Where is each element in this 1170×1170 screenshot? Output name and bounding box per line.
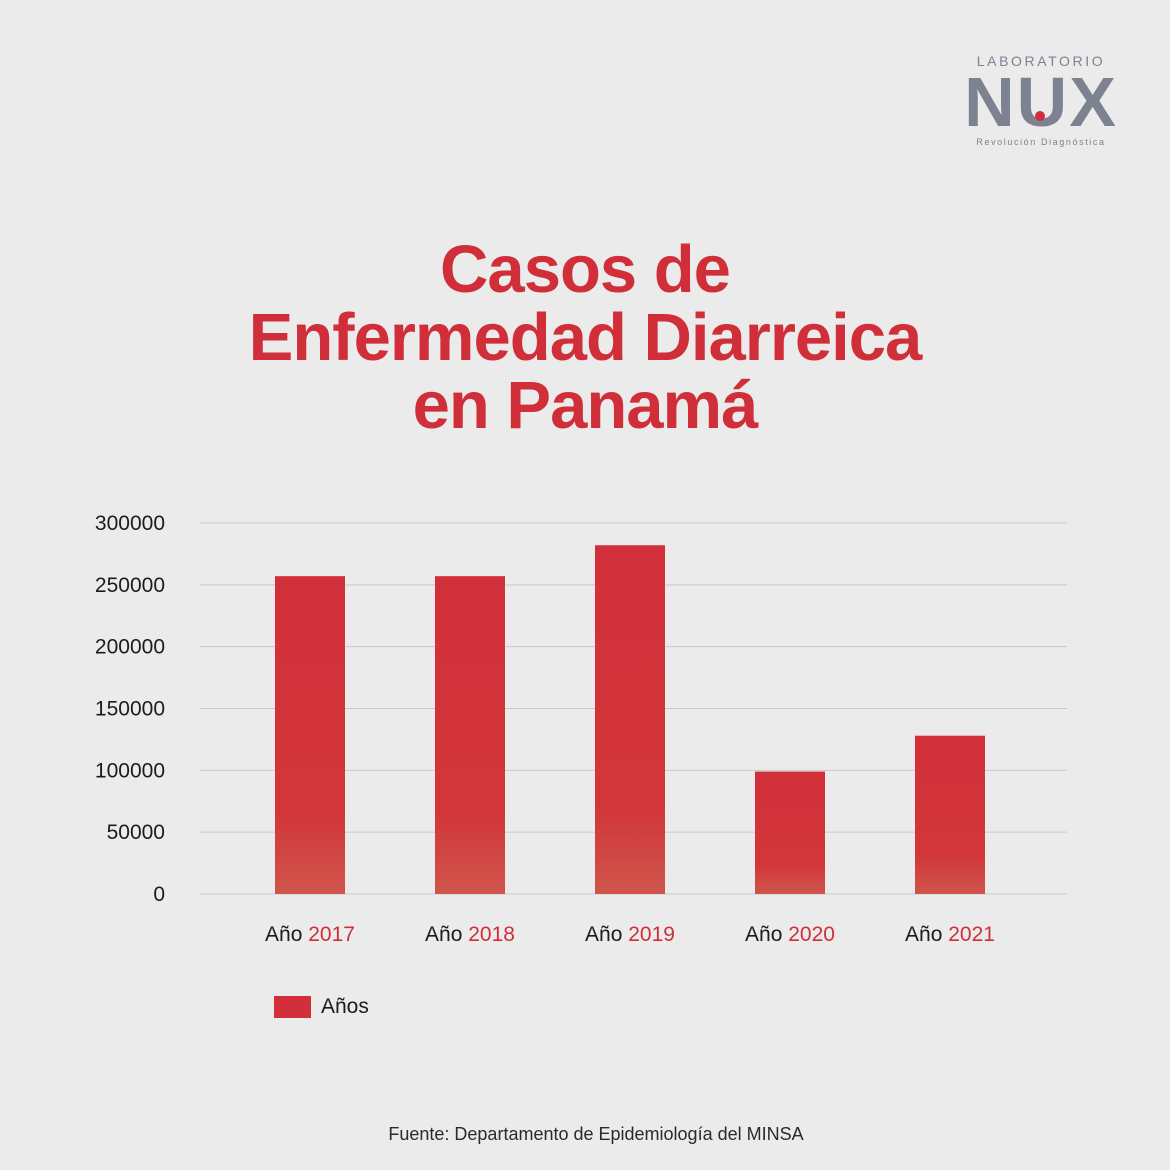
x-tick-label: Año 2019 bbox=[585, 923, 675, 946]
title-line-1: Casos de bbox=[440, 232, 731, 307]
x-tick-year: 2018 bbox=[468, 923, 515, 946]
title-line-2: Enfermedad Diarreica bbox=[248, 300, 923, 375]
page-title: Casos de Enfermedad Diarreica en Panamá bbox=[0, 236, 1170, 440]
x-tick-prefix: Año bbox=[425, 923, 468, 946]
bar-2021 bbox=[915, 735, 985, 894]
x-tick-prefix: Año bbox=[905, 923, 948, 946]
y-tick-label: 200000 bbox=[95, 636, 165, 659]
chart-legend: Años bbox=[274, 994, 369, 1020]
y-tick-label: 300000 bbox=[95, 512, 165, 535]
logo-mark: NUX bbox=[958, 67, 1124, 137]
logo-tagline: Revolución Diagnóstica bbox=[976, 137, 1106, 147]
y-tick-label: 250000 bbox=[95, 574, 165, 597]
bar-2018 bbox=[435, 576, 505, 894]
x-tick-label: Año 2021 bbox=[905, 923, 995, 946]
x-axis-ticks: Año 2017 Año 2018 Año 2019 Año 2020 Año 2021 bbox=[265, 923, 995, 946]
y-tick-label: 150000 bbox=[95, 698, 165, 721]
legend-swatch bbox=[274, 996, 311, 1018]
logo-mark-text: NUX bbox=[964, 63, 1118, 141]
laboratorio-nux-logo: LABORATORIO NUX Revolución Diagnóstica bbox=[958, 52, 1124, 152]
x-tick-label: Año 2020 bbox=[745, 923, 835, 946]
source-note: Fuente: Departamento de Epidemiología de… bbox=[388, 1124, 804, 1144]
x-tick-year: 2020 bbox=[788, 923, 835, 946]
x-tick-prefix: Año bbox=[265, 923, 308, 946]
x-tick-label: Año 2018 bbox=[425, 923, 515, 946]
x-tick-year: 2019 bbox=[628, 923, 675, 946]
title-line-3: en Panamá bbox=[412, 368, 759, 443]
bar-2017 bbox=[275, 576, 345, 894]
y-tick-label: 50000 bbox=[107, 821, 165, 844]
x-tick-year: 2021 bbox=[948, 923, 995, 946]
y-tick-label: 0 bbox=[153, 883, 165, 906]
x-tick-year: 2017 bbox=[308, 923, 355, 946]
logo-top-text: LABORATORIO bbox=[976, 53, 1106, 69]
bar-2020 bbox=[755, 771, 825, 894]
bar-2019 bbox=[595, 545, 665, 894]
x-tick-prefix: Año bbox=[745, 923, 788, 946]
x-tick-label: Año 2017 bbox=[265, 923, 355, 946]
y-tick-label: 100000 bbox=[95, 759, 165, 782]
legend-label: Años bbox=[321, 995, 369, 1018]
bars bbox=[275, 545, 985, 894]
x-tick-prefix: Año bbox=[585, 923, 628, 946]
y-axis-ticks: 0 50000 100000 150000 200000 250000 300000 bbox=[95, 512, 165, 906]
logo-dot-icon bbox=[1035, 111, 1045, 121]
